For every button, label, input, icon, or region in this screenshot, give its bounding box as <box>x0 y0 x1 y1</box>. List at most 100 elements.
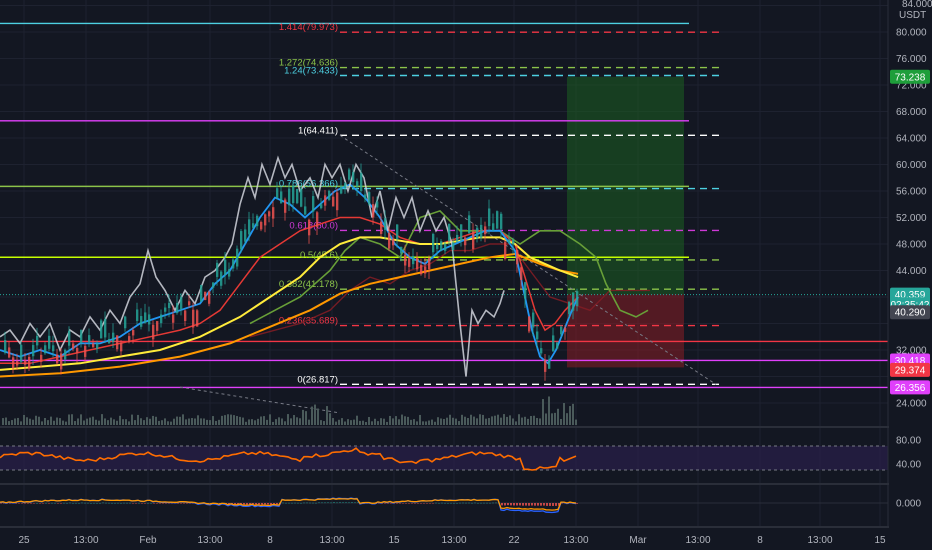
volume-bar <box>194 418 196 425</box>
candle-body <box>164 307 167 312</box>
signal-line <box>0 497 577 511</box>
volume-bar <box>14 418 16 425</box>
macd-histogram-bar <box>414 503 416 504</box>
price-scale-bg <box>889 0 932 530</box>
horizontal-lines[interactable] <box>0 22 888 389</box>
volume-bar <box>143 420 145 425</box>
candle-body <box>224 259 227 275</box>
macd-histogram-bar <box>165 503 167 504</box>
candle-body <box>432 233 435 253</box>
volume-bar <box>224 415 226 425</box>
price-tick-label: 56.000 <box>896 187 927 198</box>
candle-body <box>376 201 379 208</box>
volume-bar <box>500 417 502 425</box>
candle-body <box>344 183 347 189</box>
volume-bar <box>236 416 238 425</box>
macd-histogram-bar <box>132 503 134 504</box>
volume-bar <box>275 419 277 425</box>
ma-blue-line <box>0 183 579 365</box>
volume-bar <box>86 418 88 425</box>
macd-histogram-bar <box>69 502 71 504</box>
candle-body <box>564 327 567 332</box>
volume-bar <box>107 420 109 425</box>
candle-body <box>232 259 235 269</box>
macd-histogram-bar <box>237 503 239 505</box>
volume-bar <box>146 417 148 425</box>
candle-body <box>348 169 351 180</box>
price-badge-label: 29.374 <box>895 365 926 376</box>
macd-histogram-bar <box>315 502 317 504</box>
price-badge[interactable] <box>890 305 930 320</box>
time-axis[interactable]: 25 13:00 Feb 13:00 8 13:00 15 13:00 22 13:00 Mar 13… <box>0 528 932 550</box>
volume-bar <box>470 414 472 425</box>
macd-histogram-bar <box>339 502 341 503</box>
volume-bar <box>299 418 301 425</box>
candle-body <box>476 227 479 239</box>
candle-body <box>532 312 535 328</box>
volume-bar <box>83 420 85 425</box>
volume-bar <box>239 416 241 425</box>
candle-body <box>172 314 175 323</box>
macd-histogram-bar <box>99 502 101 504</box>
candle-body <box>160 314 163 324</box>
price-badge-label: 30.418 <box>895 356 926 367</box>
profit-zone[interactable] <box>567 76 684 295</box>
price-badge[interactable] <box>890 69 930 84</box>
volume-bar <box>554 412 556 425</box>
macd-histogram-bar <box>336 502 338 504</box>
price-badge[interactable] <box>890 362 930 377</box>
macd-histogram-bar <box>111 502 113 504</box>
candle-body <box>300 188 303 207</box>
volume-bar <box>455 418 457 425</box>
volume-bar <box>359 420 361 425</box>
rsi-pane[interactable] <box>0 445 888 471</box>
macd-histogram-bar <box>555 503 557 506</box>
macd-histogram-bar <box>45 502 47 504</box>
price-series[interactable] <box>0 155 650 381</box>
candle-body <box>472 231 475 249</box>
long-position-tool[interactable] <box>567 76 684 368</box>
volume-bar <box>197 415 199 425</box>
candle-body <box>112 332 115 343</box>
volume-bar <box>446 417 448 425</box>
macd-histogram-bar <box>93 502 95 504</box>
macd-histogram-bar <box>420 503 422 504</box>
candle-body <box>288 188 291 206</box>
macd-histogram-bar <box>177 503 179 504</box>
time-tick-label: 13:00 <box>319 535 344 546</box>
macd-histogram-bar <box>528 503 530 506</box>
candle-body <box>500 213 503 229</box>
macd-histogram-bar <box>471 502 473 504</box>
candle-body <box>436 244 439 250</box>
candle-body <box>92 343 95 348</box>
price-badge[interactable] <box>890 380 930 395</box>
macd-pane[interactable] <box>0 497 888 514</box>
candle-body <box>24 360 27 365</box>
time-tick-label: 13:00 <box>73 535 98 546</box>
volume-bar <box>467 418 469 425</box>
candle-body <box>280 191 283 204</box>
candle-body <box>188 301 191 306</box>
stop-zone[interactable] <box>567 294 684 368</box>
macd-histogram-bar <box>114 502 116 504</box>
volume-bar <box>125 419 127 425</box>
volume-bar <box>32 419 34 425</box>
volume-bar <box>209 420 211 425</box>
candle-body <box>392 238 395 246</box>
macd-histogram-bar <box>441 502 443 504</box>
volume-bar <box>284 421 286 425</box>
macd-histogram-bar <box>378 503 380 504</box>
macd-histogram-bar <box>150 502 152 504</box>
volume-bar <box>74 421 76 425</box>
macd-histogram-bar <box>276 503 278 505</box>
volume-bar <box>329 413 331 425</box>
macd-histogram-bar <box>330 502 332 504</box>
pane-dividers[interactable] <box>0 0 932 530</box>
candle-body <box>324 195 327 206</box>
fib-level-label: 0.5(45.6) <box>300 250 338 261</box>
time-tick-label: 13:00 <box>197 535 222 546</box>
macd-histogram-bar <box>84 502 86 504</box>
price-tick-label: 60.000 <box>896 160 927 171</box>
